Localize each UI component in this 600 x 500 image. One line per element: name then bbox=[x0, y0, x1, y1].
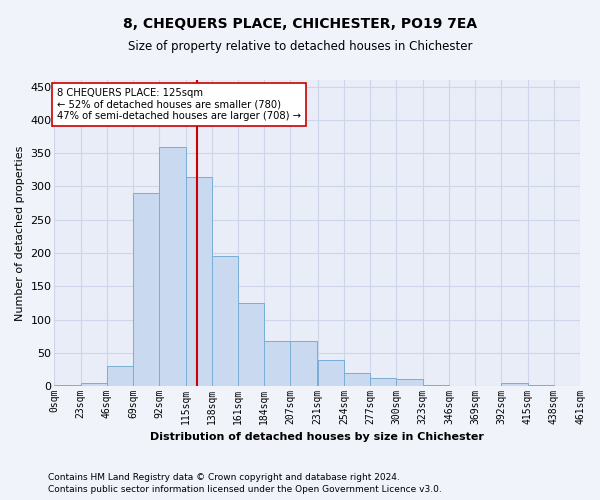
Bar bbox=[133, 193, 160, 386]
Bar bbox=[344, 373, 370, 386]
Bar bbox=[238, 303, 264, 386]
Bar bbox=[397, 380, 422, 386]
Bar bbox=[185, 176, 212, 386]
Bar bbox=[160, 146, 185, 386]
Bar bbox=[318, 360, 344, 386]
Bar bbox=[212, 256, 238, 386]
Text: Contains HM Land Registry data © Crown copyright and database right 2024.: Contains HM Land Registry data © Crown c… bbox=[48, 472, 400, 482]
Bar bbox=[80, 383, 107, 386]
Bar bbox=[527, 385, 554, 386]
Bar bbox=[264, 341, 290, 386]
Text: 8, CHEQUERS PLACE, CHICHESTER, PO19 7EA: 8, CHEQUERS PLACE, CHICHESTER, PO19 7EA bbox=[123, 18, 477, 32]
Bar bbox=[370, 378, 397, 386]
Bar bbox=[290, 341, 317, 386]
Text: Contains public sector information licensed under the Open Government Licence v3: Contains public sector information licen… bbox=[48, 485, 442, 494]
Y-axis label: Number of detached properties: Number of detached properties bbox=[15, 146, 25, 321]
X-axis label: Distribution of detached houses by size in Chichester: Distribution of detached houses by size … bbox=[150, 432, 484, 442]
Bar bbox=[502, 383, 527, 386]
Text: 8 CHEQUERS PLACE: 125sqm
← 52% of detached houses are smaller (780)
47% of semi-: 8 CHEQUERS PLACE: 125sqm ← 52% of detach… bbox=[57, 88, 301, 121]
Bar bbox=[422, 385, 449, 386]
Text: Size of property relative to detached houses in Chichester: Size of property relative to detached ho… bbox=[128, 40, 472, 53]
Bar bbox=[107, 366, 133, 386]
